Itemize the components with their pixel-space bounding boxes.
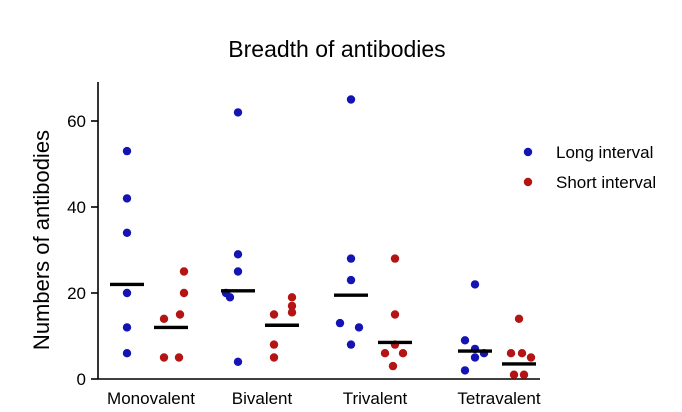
- long-interval-point: [470, 280, 480, 289]
- long-interval-point: [122, 228, 132, 237]
- legend-entry: Long interval: [556, 143, 653, 162]
- legend-marker: [523, 147, 533, 157]
- short-interval-point: [159, 353, 169, 362]
- long-interval-point: [460, 366, 470, 375]
- short-interval-point: [179, 267, 189, 276]
- short-interval-point: [159, 314, 169, 323]
- short-interval-point: [269, 353, 279, 362]
- median-bars: [110, 282, 536, 366]
- y-tick-label: 20: [67, 284, 86, 303]
- short-interval-point: [390, 254, 400, 263]
- x-tick-label: Tetravalent: [457, 389, 540, 408]
- y-tick-label: 60: [67, 112, 86, 131]
- long-interval-point: [346, 254, 356, 263]
- short-interval-point: [269, 340, 279, 349]
- short-interval-point: [509, 370, 519, 379]
- long-interval-point: [346, 275, 356, 285]
- long-interval-point: [122, 146, 132, 156]
- x-ticks: Monovalent Bivalent Trivalent Tetravalent: [107, 389, 541, 408]
- long-interval-point: [233, 108, 243, 117]
- long-interval-point: [122, 323, 132, 332]
- short-interval-point: [514, 314, 524, 323]
- short-interval-point: [179, 288, 189, 298]
- long-interval-point: [122, 288, 132, 298]
- short-interval-point: [287, 308, 297, 317]
- y-ticks: 0 20 40 60: [67, 112, 98, 389]
- legend-marker: [523, 177, 533, 187]
- y-axis-label: Numbers of antibodies: [29, 130, 54, 350]
- short-interval-point: [517, 349, 527, 358]
- long-interval-point: [233, 267, 243, 276]
- short-interval-point: [506, 349, 516, 358]
- short-interval-point: [388, 361, 398, 371]
- y-tick-label: 0: [77, 370, 86, 389]
- long-interval-point: [346, 340, 356, 349]
- x-tick-label: Trivalent: [343, 389, 408, 408]
- short-interval-point: [398, 349, 408, 358]
- y-tick-label: 40: [67, 198, 86, 217]
- long-interval-point: [335, 318, 345, 328]
- short-interval-point: [174, 353, 184, 362]
- short-interval-point: [526, 353, 536, 362]
- long-interval-point: [225, 293, 235, 302]
- short-interval-point: [269, 310, 279, 319]
- short-interval-point: [287, 293, 297, 302]
- long-interval-point: [233, 250, 243, 259]
- long-interval-point: [354, 323, 364, 332]
- short-interval-point: [287, 301, 297, 311]
- axes: [97, 82, 540, 380]
- long-interval-point: [122, 349, 132, 358]
- long-interval-point: [470, 353, 480, 362]
- short-interval-point: [519, 370, 529, 379]
- chart-title: Breadth of antibodies: [228, 36, 445, 62]
- long-interval-point: [233, 357, 243, 366]
- long-interval-point: [122, 194, 132, 203]
- short-interval-point: [390, 310, 400, 319]
- short-interval-point: [175, 310, 185, 319]
- long-interval-point: [460, 336, 470, 345]
- data-points: [122, 95, 536, 379]
- x-tick-label: Monovalent: [107, 389, 195, 408]
- legend-entry: Short interval: [556, 173, 656, 192]
- long-interval-point: [346, 95, 356, 104]
- short-interval-point: [380, 349, 390, 358]
- x-tick-label: Bivalent: [232, 389, 293, 408]
- legend: Long interval Short interval: [523, 143, 656, 192]
